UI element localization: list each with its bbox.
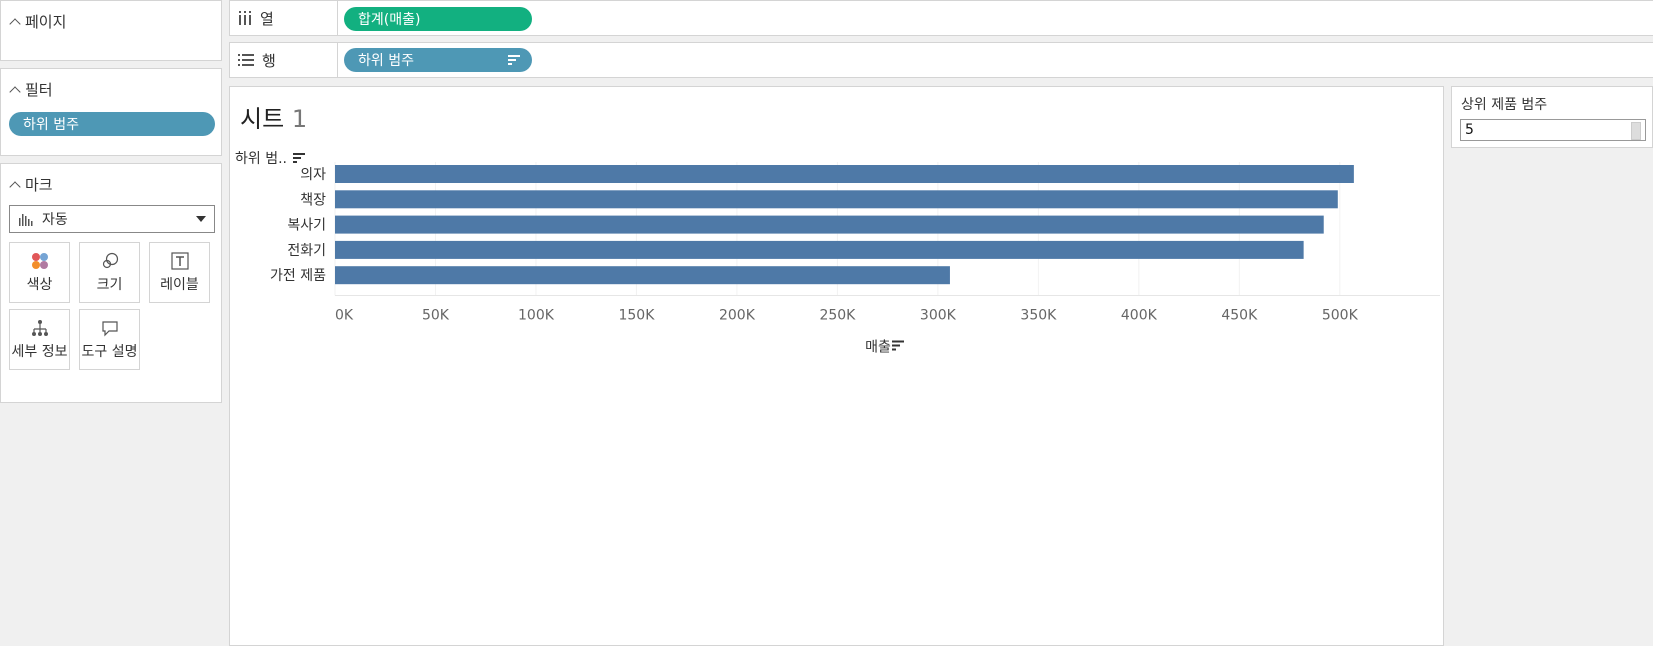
category-label: 가전 제품 [270, 268, 326, 284]
color-label: 색상 [26, 276, 53, 293]
pages-title: 페이지 [25, 13, 67, 31]
rows-shelf-label: 행 [238, 43, 276, 77]
text-icon [170, 251, 189, 270]
columns-pill-label: 합계(매출) [358, 12, 421, 28]
sheet-title-number: 1 [291, 105, 308, 133]
x-tick-label: 0K [335, 308, 354, 324]
tooltip-button[interactable]: 도구 설명 [79, 309, 140, 370]
filter-pill-label: 하위 범주 [23, 117, 79, 133]
hierarchy-icon [31, 319, 48, 336]
label-label: 레이블 [160, 276, 199, 293]
sort-icon [892, 340, 904, 351]
color-button[interactable]: 색상 [9, 242, 70, 303]
marks-card-header[interactable]: 마크 [9, 174, 53, 195]
speech-bubble-icon [101, 320, 118, 336]
rows-pill-label: 하위 범주 [358, 53, 414, 69]
chevron-down-icon [196, 216, 206, 222]
bar [335, 165, 1354, 183]
parameter-card: 상위 제품 범주 5 [1451, 86, 1653, 148]
shelf-divider [337, 43, 338, 77]
bar [335, 266, 950, 285]
x-tick-label: 500K [1322, 308, 1359, 324]
color-icon [31, 252, 48, 269]
pages-card: 페이지 [0, 0, 222, 61]
detail-label: 세부 정보 [11, 343, 68, 360]
x-tick-label: 100K [518, 308, 555, 324]
collapse-icon[interactable] [9, 180, 21, 193]
size-icon [102, 252, 118, 268]
row-header-label: 하위 범.. [235, 151, 287, 167]
category-label: 의자 [300, 167, 326, 183]
label-button[interactable]: 레이블 [149, 242, 210, 303]
parameter-title: 상위 제품 범주 [1461, 97, 1548, 113]
mark-type-dropdown[interactable]: 자동 [9, 205, 215, 233]
rows-shelf: 행 하위 범주 [229, 42, 1653, 78]
sort-icon[interactable] [508, 55, 520, 65]
filter-pill-subcategory[interactable]: 하위 범주 [9, 112, 215, 136]
columns-shelf: 열 합계(매출) [229, 0, 1653, 36]
category-label: 전화기 [287, 243, 326, 259]
bar [335, 240, 1304, 259]
rows-icon [238, 54, 254, 66]
marks-title: 마크 [25, 176, 53, 194]
x-tick-label: 350K [1020, 308, 1057, 324]
shelf-divider [337, 1, 338, 35]
x-axis-title: 매출 [865, 340, 891, 356]
parameter-input[interactable]: 5 [1460, 119, 1646, 141]
category-label: 책장 [300, 192, 326, 208]
pages-card-header[interactable]: 페이지 [9, 11, 67, 32]
x-tick-label: 300K [920, 308, 957, 324]
x-tick-label: 150K [618, 308, 655, 324]
tooltip-label: 도구 설명 [81, 343, 138, 360]
detail-button[interactable]: 세부 정보 [9, 309, 70, 370]
filters-title: 필터 [25, 81, 53, 99]
filters-card-header[interactable]: 필터 [9, 79, 53, 100]
sheet-title: 시트 1 [240, 99, 307, 134]
x-tick-label: 400K [1121, 308, 1158, 324]
marks-card: 마크 자동 색상 크기 레이블 [0, 163, 222, 403]
rows-label: 행 [262, 51, 276, 70]
bar [335, 190, 1338, 209]
filters-card: 필터 하위 범주 [0, 68, 222, 156]
bar [335, 215, 1324, 234]
sheet-title-text: 시트 [240, 105, 285, 133]
collapse-icon[interactable] [9, 85, 21, 98]
columns-label: 열 [260, 9, 274, 28]
mark-type-label: 자동 [42, 212, 68, 228]
parameter-value: 5 [1465, 122, 1474, 138]
bar-chart-icon [19, 214, 33, 226]
collapse-icon[interactable] [9, 17, 21, 30]
x-tick-label: 450K [1221, 308, 1258, 324]
columns-pill-sales[interactable]: 합계(매출) [344, 7, 532, 31]
x-tick-label: 250K [819, 308, 856, 324]
columns-shelf-label: 열 [238, 1, 274, 35]
columns-icon [239, 11, 251, 25]
size-button[interactable]: 크기 [79, 242, 140, 303]
x-tick-label: 50K [422, 308, 450, 324]
parameter-slider-handle[interactable] [1631, 122, 1641, 140]
category-label: 복사기 [287, 218, 326, 234]
sort-icon [293, 153, 305, 163]
rows-pill-subcategory[interactable]: 하위 범주 [344, 48, 532, 72]
size-label: 크기 [96, 276, 123, 293]
x-tick-label: 200K [719, 308, 756, 324]
